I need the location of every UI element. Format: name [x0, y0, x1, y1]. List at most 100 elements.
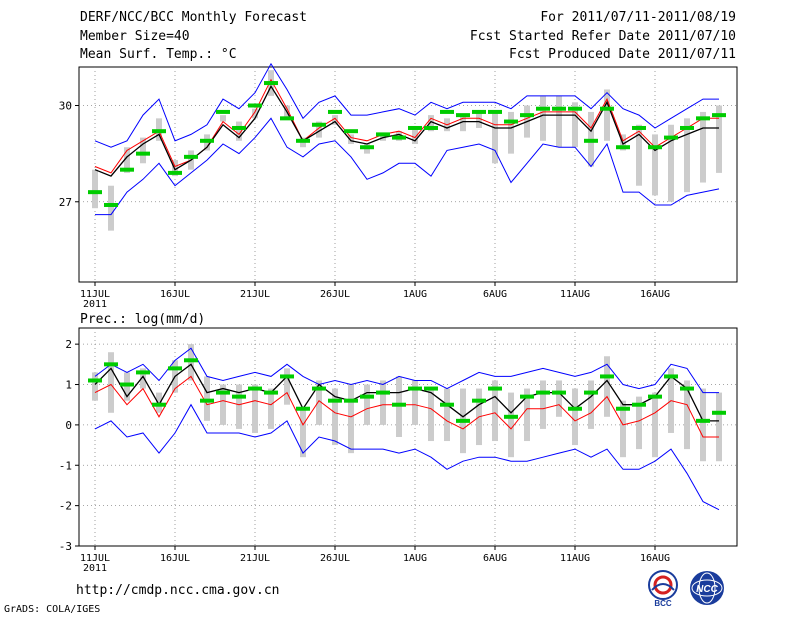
obs-marker — [408, 125, 422, 130]
obs-marker — [568, 106, 582, 111]
obs-marker — [216, 390, 230, 395]
obs-marker — [120, 167, 134, 172]
x-tick-label: 11JUL — [80, 289, 110, 300]
panel-0: 11JUL 16JUL 21JUL 26JUL 1AUG 6AUG 11AUG 16AUG 20… — [59, 62, 738, 327]
x-year-label: 2011 — [83, 563, 107, 574]
obs-marker — [328, 398, 342, 403]
spread-bar — [556, 380, 562, 417]
obs-marker — [568, 406, 582, 411]
obs-marker — [552, 106, 566, 111]
y-tick-label: 0 — [65, 419, 72, 432]
spread-bar — [300, 408, 306, 458]
obs-marker — [88, 378, 102, 383]
series-mean-line — [94, 84, 719, 177]
fcst-produced-date: Fcst Produced Date 2011/07/11 — [509, 47, 736, 62]
spread-bar — [220, 384, 226, 425]
x-tick-label: 6AUG — [483, 553, 507, 564]
spread-bar — [540, 95, 546, 141]
spread-bar — [604, 89, 610, 141]
spread-bar — [348, 134, 354, 145]
spread-bar — [700, 111, 706, 183]
series-max-line — [94, 347, 719, 394]
obs-marker — [664, 374, 678, 379]
x-tick-label: 21JUL — [240, 553, 270, 564]
x-tick-label: 16JUL — [160, 553, 190, 564]
obs-marker — [136, 151, 150, 156]
obs-marker — [360, 394, 374, 399]
spread-bar — [364, 384, 370, 425]
spread-bar — [700, 388, 706, 462]
spread-bar — [684, 380, 690, 450]
grads-credit: GrADS: COLA/IGES — [4, 604, 101, 615]
series-mean-line — [94, 363, 719, 422]
obs-marker — [200, 398, 214, 403]
forecast-period: For 2011/07/11-2011/08/19 — [540, 10, 736, 25]
x-year-label: 2011 — [83, 299, 107, 310]
obs-marker — [104, 202, 118, 207]
spread-bar — [92, 169, 98, 209]
spread-bar — [428, 115, 434, 132]
obs-marker — [712, 113, 726, 118]
spread-bar — [156, 392, 162, 413]
spread-bar — [140, 137, 146, 164]
spread-bar — [412, 380, 418, 425]
obs-marker — [632, 125, 646, 130]
obs-marker — [648, 145, 662, 150]
obs-marker — [488, 386, 502, 391]
panel-1: 11JUL 16JUL 21JUL 26JUL 1AUG 6AUG 11AUG 16AUG20… — [59, 327, 738, 574]
x-tick-label: 16AUG — [640, 289, 670, 300]
obs-marker — [392, 135, 406, 140]
obs-marker — [376, 132, 390, 137]
spread-bar — [636, 124, 642, 186]
y-tick-label: 27 — [59, 196, 72, 209]
spread-bar — [92, 372, 98, 401]
spread-bar — [636, 396, 642, 450]
series-min-line — [95, 117, 720, 216]
obs-marker — [696, 116, 710, 121]
spread-bar — [332, 115, 338, 125]
spread-bar — [588, 380, 594, 429]
obs-marker — [200, 138, 214, 143]
spread-bar — [572, 102, 578, 148]
obs-marker — [440, 109, 454, 114]
source-url[interactable]: http://cmdp.ncc.cma.gov.cn — [76, 583, 280, 598]
spread-bar — [620, 400, 626, 458]
obs-marker — [136, 370, 150, 375]
obs-marker — [584, 390, 598, 395]
obs-marker — [664, 135, 678, 140]
spread-bar — [412, 127, 418, 145]
obs-marker — [168, 170, 182, 175]
obs-marker — [680, 386, 694, 391]
spread-bar — [572, 388, 578, 446]
series-max-line — [94, 62, 719, 148]
obs-marker — [296, 138, 310, 143]
obs-marker — [536, 390, 550, 395]
x-tick-label: 16AUG — [640, 553, 670, 564]
obs-marker — [424, 386, 438, 391]
spread-bar — [108, 185, 114, 231]
obs-marker — [296, 406, 310, 411]
obs-marker — [456, 113, 470, 118]
spread-bar — [428, 388, 434, 442]
spread-bar — [316, 380, 322, 425]
spread-bar — [524, 388, 530, 442]
obs-marker — [504, 119, 518, 124]
spread-bar — [668, 124, 674, 202]
spread-bar — [268, 388, 274, 429]
spread-bar — [492, 380, 498, 442]
obs-marker — [120, 382, 134, 387]
spread-bar — [204, 376, 210, 421]
obs-marker — [616, 406, 630, 411]
x-tick-label: 11AUG — [560, 289, 590, 300]
x-tick-label: 26JUL — [320, 553, 350, 564]
spread-bar — [716, 105, 722, 173]
obs-marker — [584, 138, 598, 143]
obs-marker — [312, 386, 326, 391]
series-median-line — [94, 375, 719, 438]
y-tick-label: 2 — [65, 338, 72, 351]
obs-marker — [520, 394, 534, 399]
spread-bar — [348, 384, 354, 454]
plot-frame — [78, 327, 738, 547]
obs-marker — [600, 106, 614, 111]
x-tick-label: 11AUG — [560, 553, 590, 564]
